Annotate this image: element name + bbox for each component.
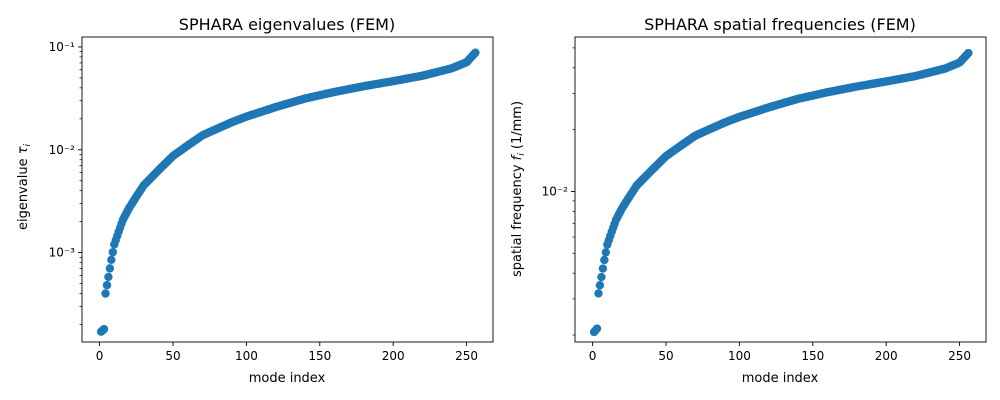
data-point — [104, 272, 113, 282]
plot-title: SPHARA eigenvalues (FEM) — [179, 15, 395, 34]
y-tick-label: 10⁻² — [49, 143, 76, 157]
x-tick-label: 200 — [875, 349, 898, 363]
x-axis-ticks: 0 50 100 150 200 250 — [96, 342, 478, 363]
x-tick-label: 50 — [165, 349, 180, 363]
x-tick-label: 100 — [235, 349, 258, 363]
data-point — [598, 264, 608, 273]
y-axis-ticks: 10⁻² — [542, 47, 575, 336]
plot-frame — [574, 36, 987, 343]
y-axis-label: spatial frequency fi (1/mm) — [510, 101, 527, 277]
x-tick-label: 0 — [96, 349, 104, 363]
y-axis-label-suffix: (1/mm) — [510, 101, 525, 153]
data-point — [595, 281, 605, 290]
data-points — [589, 48, 973, 337]
x-tick-label: 100 — [728, 349, 751, 363]
data-point — [601, 248, 611, 257]
y-axis-label-subscript: i — [23, 143, 33, 146]
data-point — [471, 48, 480, 57]
y-axis-ticks: 10⁻³ 10⁻² 10⁻¹ — [49, 40, 82, 325]
y-tick-label: 10⁻¹ — [49, 40, 76, 54]
x-tick-label: 150 — [308, 349, 331, 363]
data-point — [108, 247, 118, 257]
y-axis-label-symbol: τ — [16, 146, 31, 154]
x-tick-label: 200 — [382, 349, 405, 363]
spatial-frequencies-plot: SPHARA spatial frequencies (FEM) mode in… — [510, 15, 987, 386]
y-axis-label-symbol: f — [510, 153, 525, 160]
y-tick-label: 10⁻² — [542, 184, 569, 198]
plot-title: SPHARA spatial frequencies (FEM) — [644, 15, 916, 34]
x-axis-label: mode index — [249, 371, 326, 386]
data-point — [99, 324, 109, 334]
y-axis-label-subscript: i — [517, 153, 527, 156]
x-axis-label: mode index — [742, 371, 819, 386]
plot-frame — [81, 36, 494, 343]
data-point — [600, 255, 609, 265]
data-points — [96, 48, 480, 336]
data-point — [597, 272, 606, 282]
data-point — [107, 255, 116, 265]
x-tick-label: 150 — [801, 349, 824, 363]
x-tick-label: 250 — [455, 349, 478, 363]
y-axis-label-prefix: eigenvalue — [16, 154, 31, 230]
y-axis-label-prefix: spatial frequency — [510, 160, 525, 277]
x-axis-ticks: 0 50 100 150 200 250 — [589, 342, 971, 363]
data-point — [101, 289, 110, 298]
y-tick-label: 10⁻³ — [49, 246, 76, 260]
y-axis-label: eigenvalue τi — [16, 143, 33, 230]
x-tick-label: 0 — [589, 349, 597, 363]
x-tick-label: 50 — [658, 349, 673, 363]
data-point — [964, 48, 973, 58]
data-point — [594, 289, 603, 298]
data-point — [592, 324, 602, 333]
data-point — [102, 281, 112, 290]
data-point — [105, 264, 115, 273]
eigenvalues-plot: SPHARA eigenvalues (FEM) mode index eige… — [16, 15, 494, 386]
x-tick-label: 250 — [948, 349, 971, 363]
